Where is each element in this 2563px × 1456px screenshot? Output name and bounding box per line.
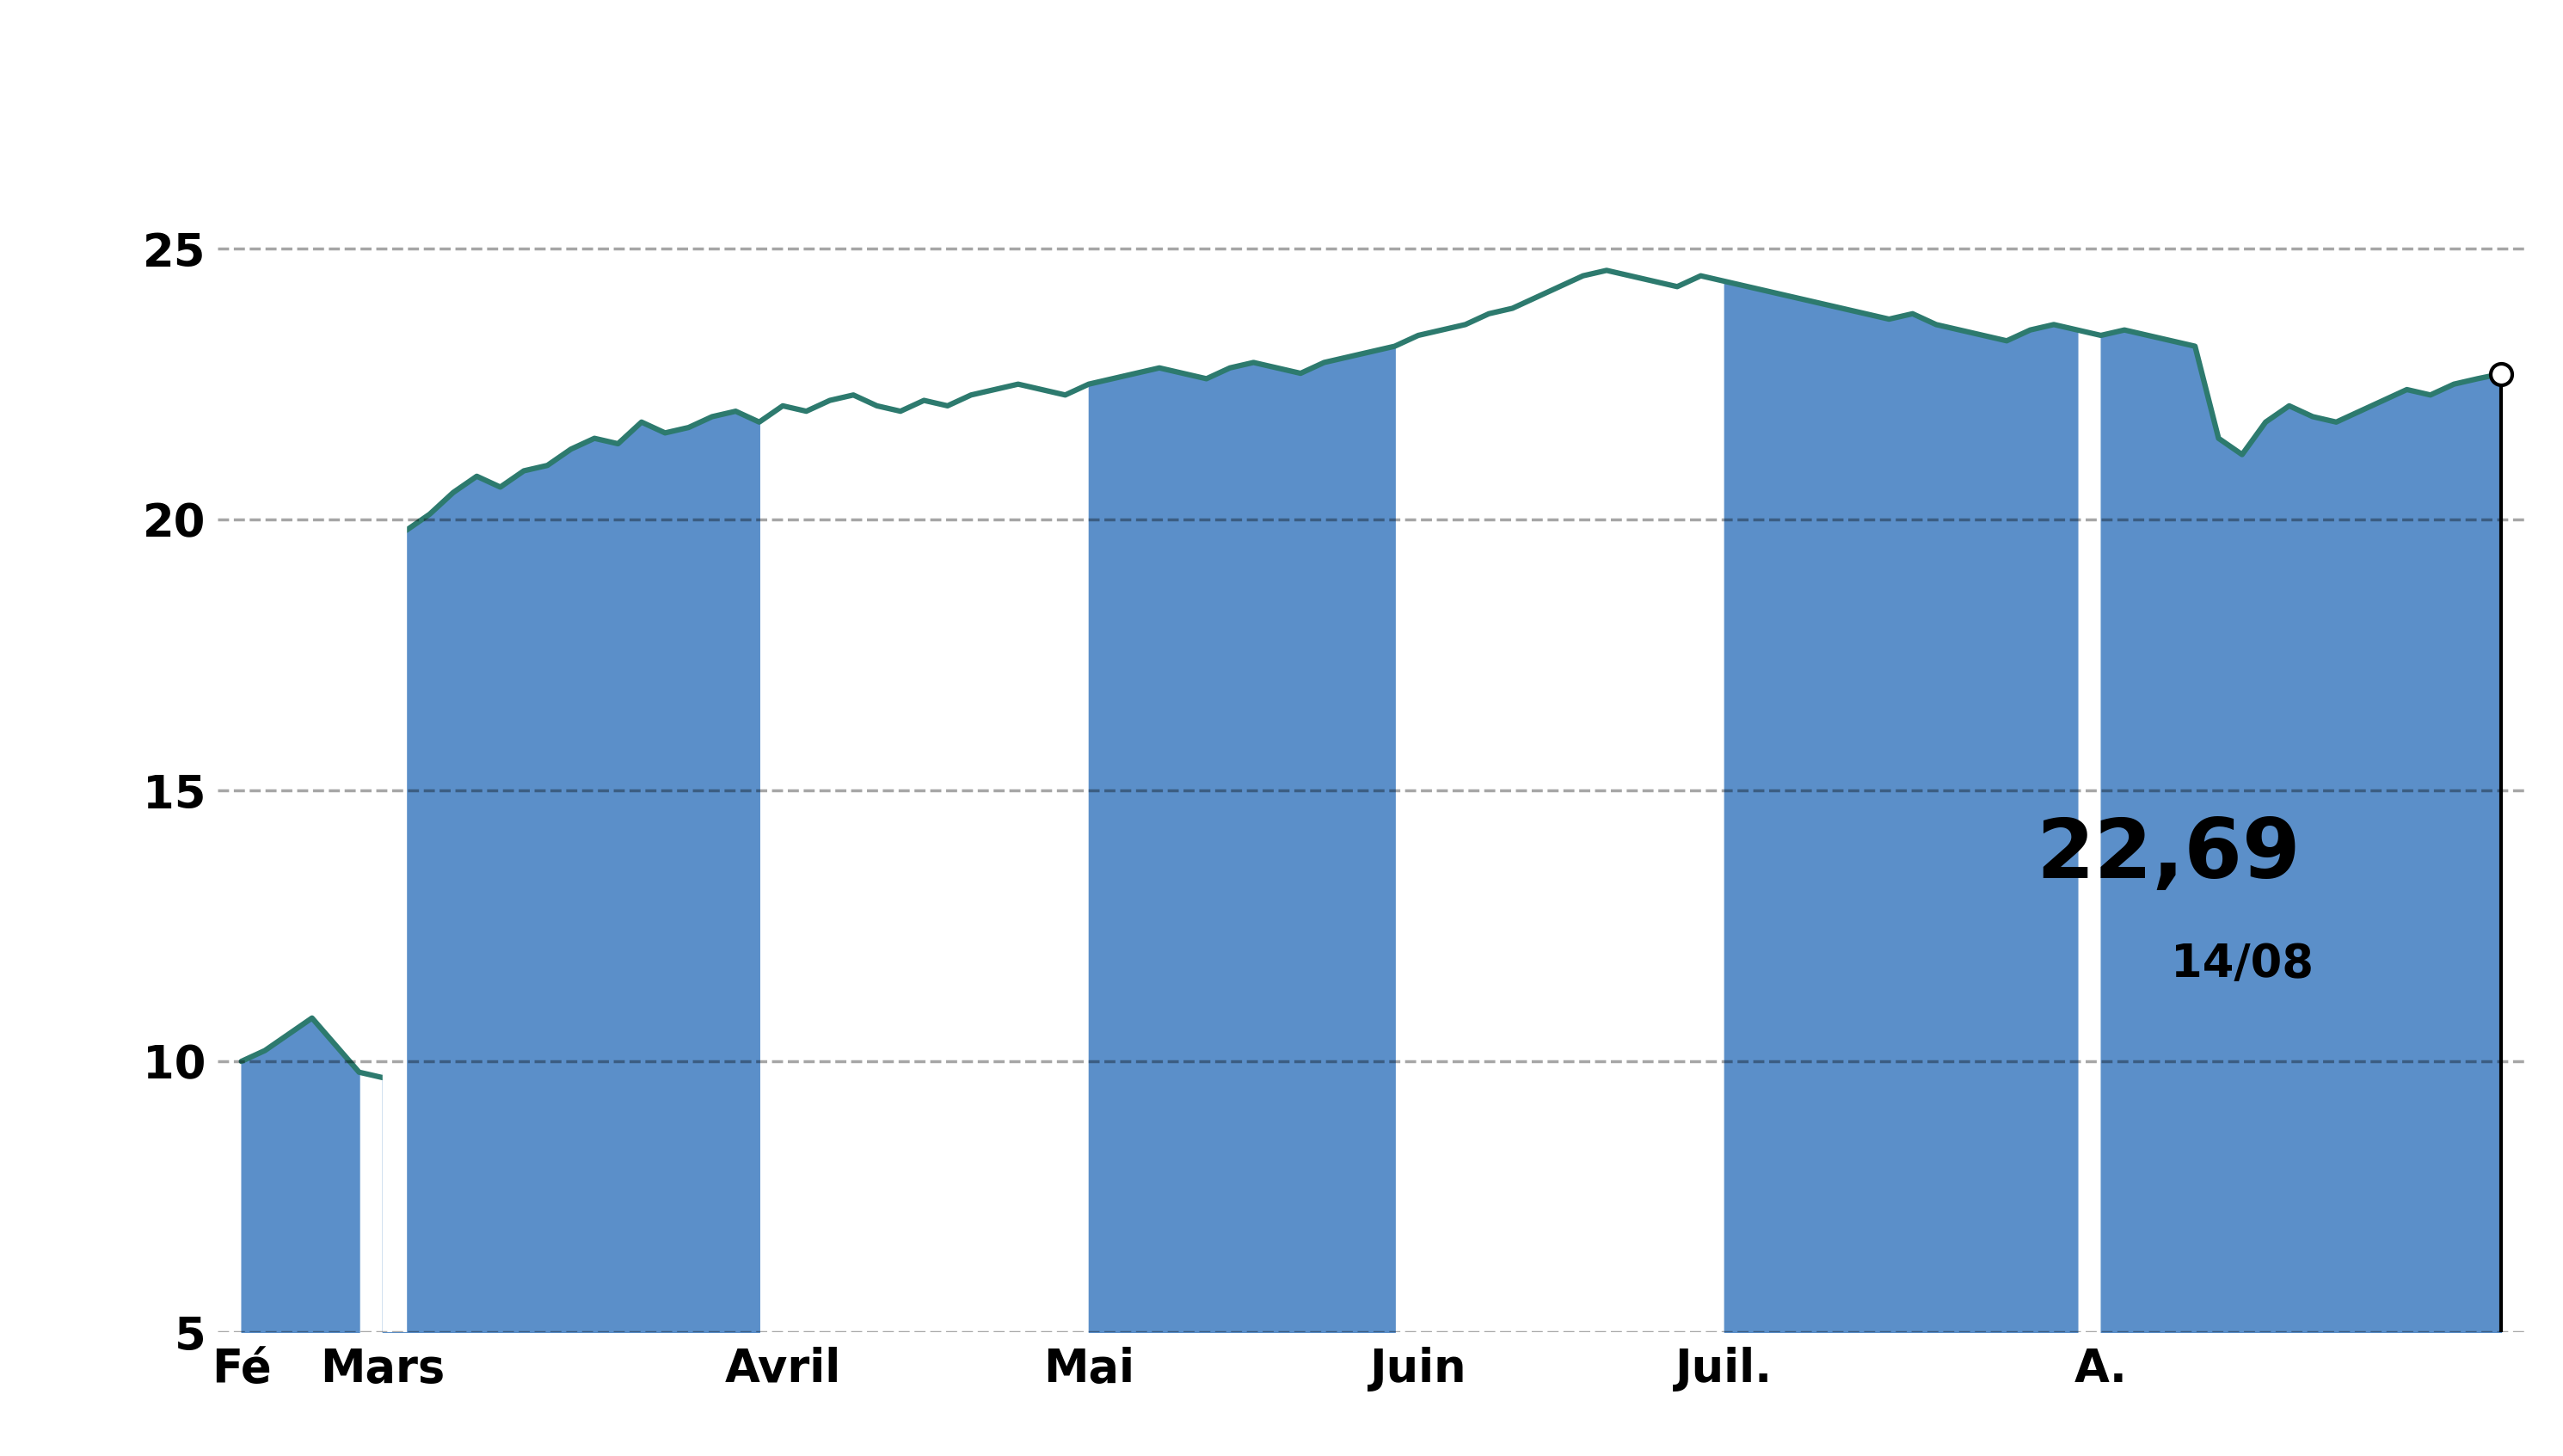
- Text: 14/08: 14/08: [2171, 942, 2314, 986]
- Bar: [2125, 904, 2337, 1024]
- Text: Gladstone Capital Corporation: Gladstone Capital Corporation: [548, 42, 2015, 125]
- Text: 22,69: 22,69: [2038, 815, 2302, 895]
- Polygon shape: [382, 0, 405, 1332]
